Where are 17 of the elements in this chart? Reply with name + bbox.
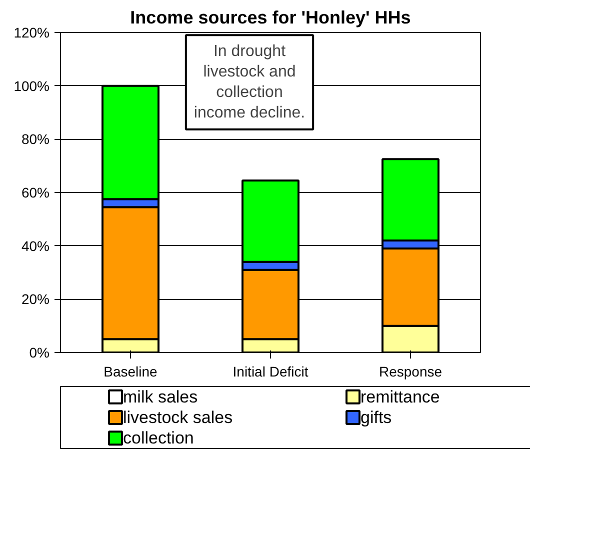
x-tick-label: Response [378,364,442,380]
y-tick-label: 120% [14,24,50,40]
legend-label: remittance [360,387,440,406]
annotation: In drought livestock and collection income decline. [194,43,306,122]
y-tick-label: 0% [29,344,50,360]
legend-label: livestock sales [123,408,233,427]
y-tick-label: 40% [21,238,50,254]
legend-label: milk sales [123,387,198,406]
legend-label: collection [123,428,194,448]
y-tick-label: 60% [21,184,50,200]
legend-label: gifts [360,408,392,427]
x-tick-label: Initial Deficit [232,364,308,380]
y-tick-label: 80% [21,131,50,148]
chart-title: Income sources for 'Honley' HHs [130,8,411,28]
y-tick-label: 20% [21,291,50,308]
y-tick-label: 100% [14,78,50,94]
x-tick-label: Baseline [104,364,158,380]
